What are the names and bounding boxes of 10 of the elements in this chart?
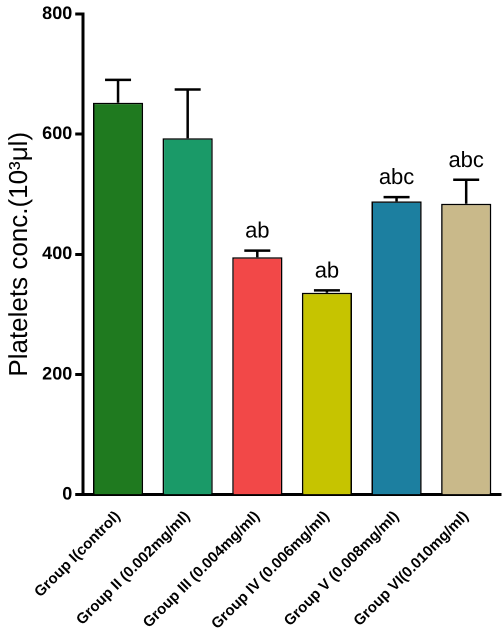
- y-axis-title: Platelets conc.(10³μl): [2, 132, 33, 377]
- annotation: abc: [378, 164, 414, 190]
- annotation: ab: [245, 218, 270, 243]
- y-tick-label: 800: [42, 2, 72, 23]
- annotation: abc: [448, 146, 484, 172]
- y-tick-label: 600: [42, 122, 72, 143]
- y-tick-label: 400: [42, 243, 72, 264]
- annotation: ab: [314, 257, 340, 282]
- y-tick-label: 200: [42, 363, 72, 384]
- y-tick-label: 0: [62, 484, 72, 504]
